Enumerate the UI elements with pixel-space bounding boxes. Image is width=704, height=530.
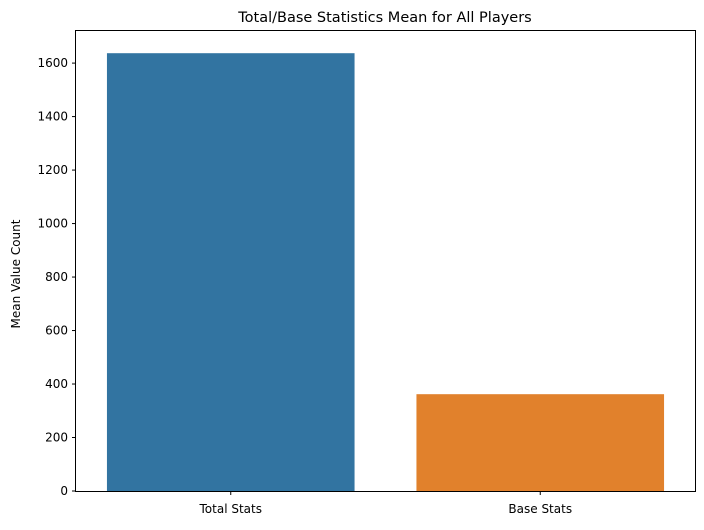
y-tick-label: 1000 bbox=[37, 217, 68, 231]
plot-frame bbox=[75, 30, 696, 492]
y-tick-label: 400 bbox=[45, 377, 68, 391]
y-tick-label: 0 bbox=[60, 484, 68, 498]
y-tick-label: 1600 bbox=[37, 56, 68, 70]
chart-title: Total/Base Statistics Mean for All Playe… bbox=[237, 10, 531, 26]
bars-layer bbox=[106, 53, 665, 491]
y-axis-label: Mean Value Count bbox=[9, 219, 23, 328]
bar-base-stats bbox=[416, 394, 665, 491]
x-tick-label: Base Stats bbox=[508, 502, 572, 516]
y-tick-label: 1200 bbox=[37, 163, 68, 177]
y-tick-label: 200 bbox=[45, 431, 68, 445]
y-tick-label: 600 bbox=[45, 324, 68, 338]
bar-total-stats bbox=[106, 53, 355, 491]
y-tick-label: 800 bbox=[45, 270, 68, 284]
x-tick-label: Total Stats bbox=[199, 502, 262, 516]
y-tick-label: 1400 bbox=[37, 110, 68, 124]
y-axis-ticks: 0 200 400 600 800 1000 1200 1400 1600 bbox=[37, 56, 76, 498]
x-axis-ticks: Total Stats Base Stats bbox=[199, 491, 572, 516]
